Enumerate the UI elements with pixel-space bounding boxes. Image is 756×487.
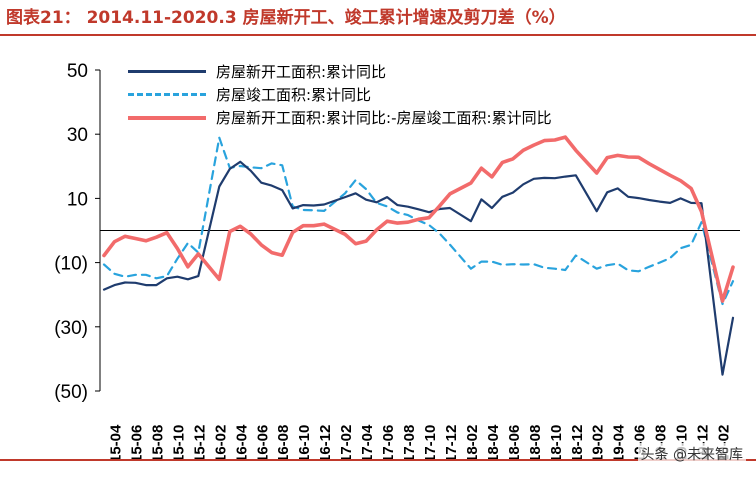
x-tick-label: 15-06	[128, 425, 145, 459]
legend-item: 房屋竣工面积:累计同比	[128, 83, 552, 106]
x-tick-label: 18-12	[569, 425, 586, 459]
x-tick-label: 18-04	[485, 424, 502, 459]
legend-swatch-dashed-blue	[128, 93, 206, 96]
legend-swatch-solid-red	[128, 115, 206, 120]
y-tick-label: 30	[67, 125, 88, 146]
x-tick-label: 17-06	[380, 425, 397, 459]
x-tick-label: 19-04	[611, 424, 628, 459]
chart-legend: 房屋新开工面积:累计同比 房屋竣工面积:累计同比 房屋新开工面积:累计同比:-房…	[128, 60, 552, 129]
series-line-1	[102, 136, 735, 306]
legend-label: 房屋竣工面积:累计同比	[216, 86, 372, 104]
legend-label: 房屋新开工面积:累计同比	[216, 63, 387, 81]
series-line-2	[102, 135, 735, 303]
title-divider	[0, 34, 756, 36]
legend-item: 房屋新开工面积:累计同比	[128, 60, 552, 83]
line-chart: 50 30 10 (10) (30) (50) 15-04 15-06 15-08 15-10 15…	[54, 61, 740, 459]
x-tick-label: 15-04	[107, 424, 124, 459]
y-tick-label: 10	[67, 189, 88, 210]
watermark: 头条 @未来智库	[637, 443, 746, 465]
legend-label: 房屋新开工面积:累计同比:-房屋竣工面积:累计同比	[216, 109, 552, 127]
x-tick-label: 18-02	[464, 425, 481, 459]
x-tick-label: 18-10	[548, 425, 565, 459]
x-tick-label: 16-08	[275, 425, 292, 459]
x-tick-label: 15-10	[170, 425, 187, 459]
bottom-divider	[0, 459, 756, 461]
x-tick-label: 17-12	[443, 425, 460, 459]
chart-axes	[95, 69, 740, 392]
x-tick-label: 16-10	[296, 425, 313, 459]
x-tick-label: 17-04	[359, 424, 376, 459]
x-tick-label: 16-04	[233, 424, 250, 459]
series-layer	[102, 135, 735, 376]
tick-labels: 50 30 10 (10) (30) (50) 15-04 15-06 15-08 15-10 15…	[54, 61, 732, 459]
x-tick-label: 17-08	[401, 425, 418, 459]
x-tick-label: 19-02	[590, 425, 607, 459]
x-tick-label: 15-12	[191, 425, 208, 459]
y-tick-label: 50	[67, 61, 88, 82]
y-tick-label: (10)	[54, 254, 88, 275]
legend-item: 房屋新开工面积:累计同比:-房屋竣工面积:累计同比	[128, 106, 552, 129]
y-tick-label: (50)	[54, 382, 88, 403]
x-tick-label: 15-08	[149, 425, 166, 459]
legend-swatch-solid-navy	[128, 70, 206, 73]
x-tick-label: 18-06	[506, 425, 523, 459]
series-line-0	[102, 160, 735, 376]
x-tick-label: 18-08	[527, 425, 544, 459]
x-tick-label: 16-12	[317, 425, 334, 459]
x-tick-label: 17-02	[338, 425, 355, 459]
x-tick-label: 16-02	[212, 425, 229, 459]
y-tick-label: (30)	[54, 318, 88, 339]
x-tick-label: 16-06	[254, 425, 271, 459]
x-tick-label: 17-10	[422, 425, 439, 459]
chart-title: 图表21： 2014.11-2020.3 房屋新开工、竣工累计增速及剪刀差（%）	[6, 8, 566, 28]
